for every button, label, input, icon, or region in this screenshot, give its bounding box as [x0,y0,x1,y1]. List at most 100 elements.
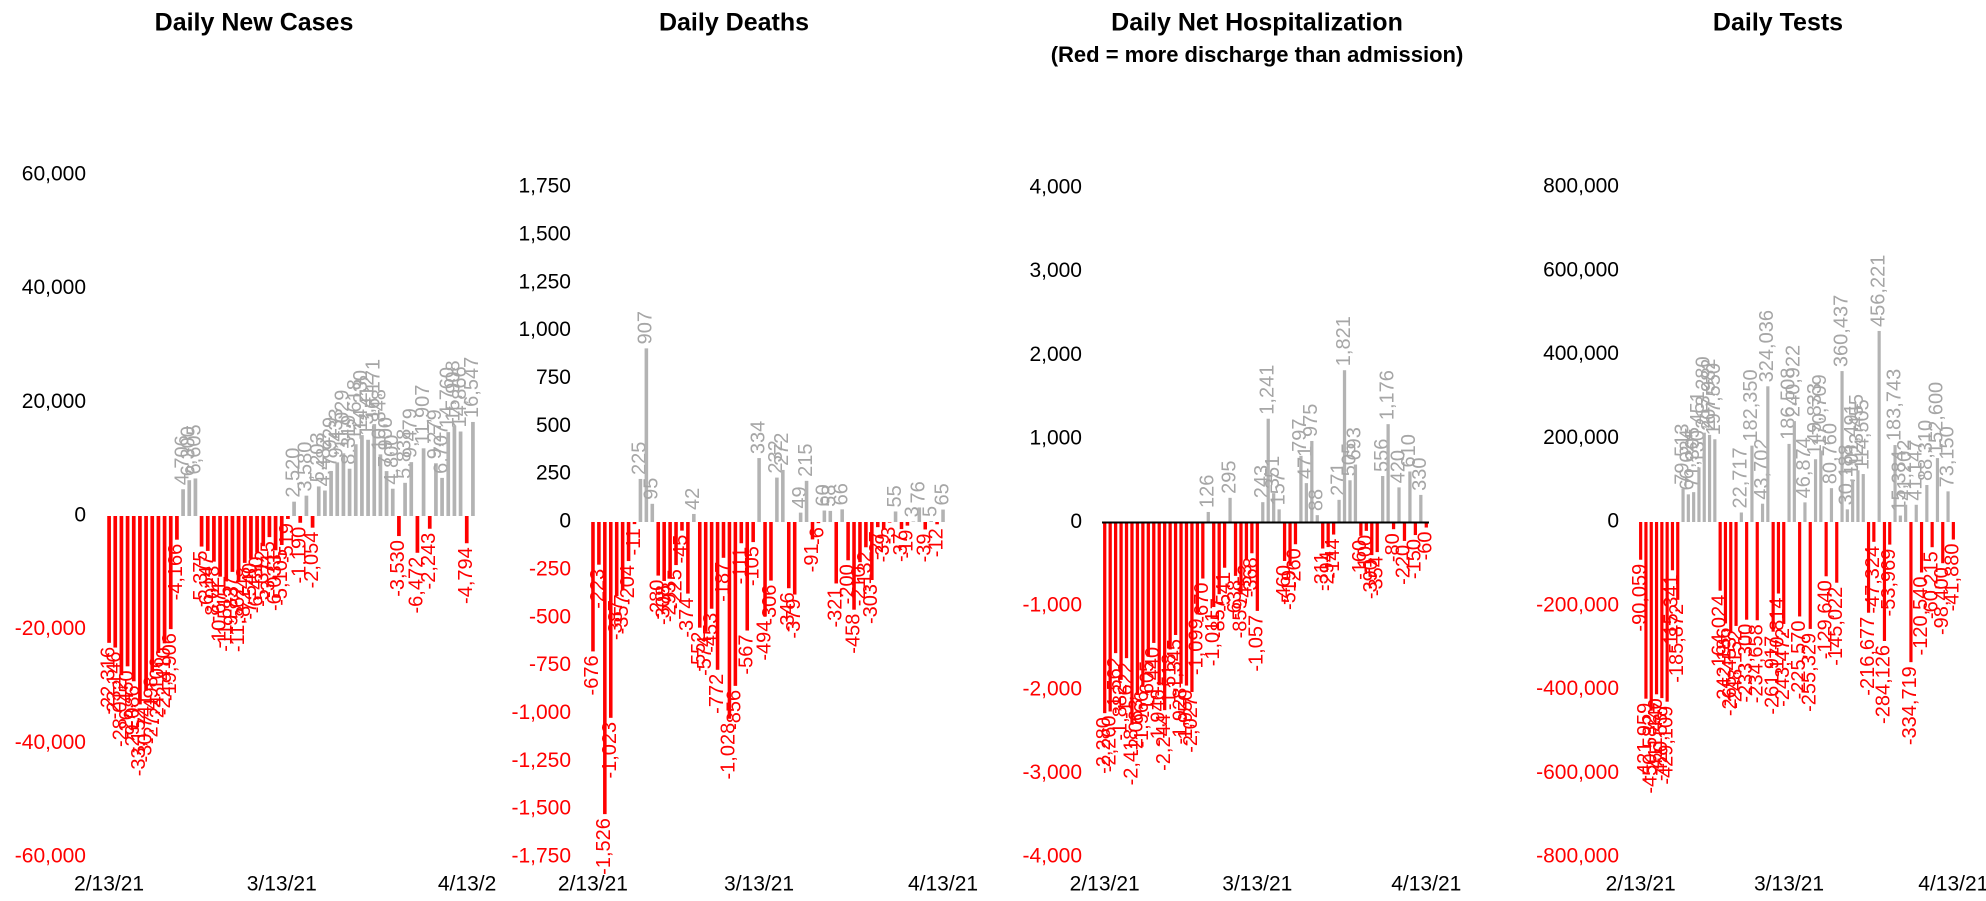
chart-panel: Daily Deaths -1,750 -1,500 -1,250 -1,000 -750… [511,9,978,896]
bar [366,439,370,516]
bar [286,516,290,519]
data-label: -2,027 [1180,696,1202,753]
bar [733,522,738,686]
y-tick-label: -1,500 [511,797,571,820]
bar [1866,522,1871,613]
data-label: 13,412 [356,375,378,436]
bar [1835,522,1839,583]
bar [113,516,118,648]
bar [662,522,666,581]
data-label: 10,848 [369,389,391,450]
y-tick-label: 500 [536,414,571,437]
bar [279,516,284,546]
data-label: 42 [682,488,704,510]
data-label: -150 [1404,539,1426,579]
data-label: -2,418 [1120,729,1142,786]
bar [1272,493,1276,523]
bar [1776,522,1781,594]
y-tick-label: 3,000 [1029,259,1082,282]
bar [1179,522,1183,684]
data-label: 43,702 [1751,439,1773,500]
data-label: 4,800 [381,435,403,485]
x-tick-label: 4/13/21 [438,873,496,896]
bar [822,510,827,522]
bar [1266,418,1270,523]
bar [316,486,321,516]
data-label: 6,300 [178,426,200,476]
y-tick-label: -3,000 [1022,761,1082,784]
bar [727,522,732,719]
bar [261,516,266,547]
data-label: 1,176 [1376,370,1398,420]
y-tick-label: -250 [529,557,571,580]
bar [1152,522,1156,643]
bar [1729,522,1733,634]
bar [181,489,185,516]
bar [626,522,631,562]
bar [1168,522,1172,650]
data-label: -453 [1235,564,1257,604]
data-label: -6,472 [406,557,428,614]
bar [212,516,216,562]
data-label: -80 [1382,533,1404,562]
data-label: -242,186 [1714,627,1736,706]
data-label: -39 [914,533,936,562]
bar [360,435,364,516]
data-label: -1,023 [599,722,621,779]
bar [1665,522,1669,702]
bar [1925,485,1929,522]
data-label: 1,241 [1257,365,1279,415]
data-label: -284,126 [1873,645,1895,724]
data-label: -857 [1207,598,1229,638]
bar [255,516,259,553]
bar [1681,488,1685,522]
bar [1255,522,1259,611]
bar [397,516,401,537]
y-tick-label: 1,000 [518,318,571,341]
data-label: 272 [771,433,793,466]
bar [1872,522,1876,542]
y-tick-label: 1,750 [518,175,571,198]
data-label: 360,437 [1830,295,1852,367]
bar [1408,471,1412,523]
data-label: -60,215 [1920,551,1942,619]
data-label: 22,717 [1730,447,1752,508]
bar [341,453,346,516]
data-label: -1,950 [1175,690,1197,747]
x-tick-label: 4/13/21 [1391,873,1461,896]
bar [471,421,475,516]
data-label: -3 [878,527,900,545]
bar [1402,522,1407,541]
bar [1829,488,1834,522]
bar [298,516,303,523]
bar [1299,455,1303,523]
data-label: -357 [611,594,633,634]
bar [415,516,420,553]
data-label: 330 [1409,458,1431,491]
data-label: 149,833 [1804,383,1826,455]
bar [446,432,451,516]
y-tick-label: -750 [529,653,571,676]
bar [1877,330,1881,522]
bar [1157,522,1161,686]
data-label: -19 [896,530,918,559]
bar [1277,509,1281,523]
bar [1824,522,1828,577]
data-label: 7,929 [319,417,341,467]
bar [1233,522,1238,576]
bar [1660,522,1664,699]
data-label: 95 [641,478,663,500]
data-label: -1,028 [718,723,740,780]
data-label: 41,202 [1894,440,1916,501]
bar [434,463,438,516]
bar [1766,386,1770,522]
x-tick-label: 3/13/21 [1222,873,1292,896]
bar [162,516,167,644]
bar [1326,522,1330,548]
data-label: -2,054 [301,532,323,589]
bar [929,521,933,522]
data-label: -519 [276,523,298,563]
y-tick-label: -2,000 [1022,677,1082,700]
data-label: -421,959 [1634,703,1656,782]
